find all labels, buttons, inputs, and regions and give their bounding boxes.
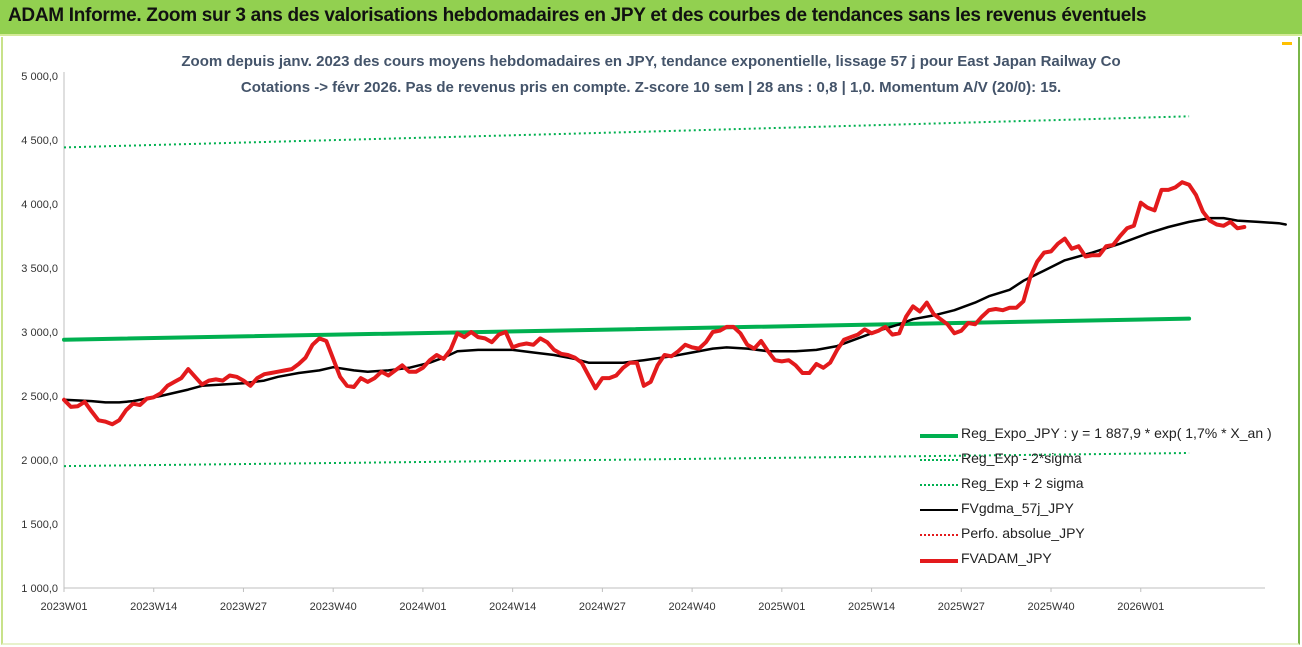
legend-label: Reg_Exp + 2 sigma bbox=[961, 475, 1084, 491]
x-tick-label: 2025W40 bbox=[1027, 601, 1074, 613]
legend-label: FVgdma_57j_JPY bbox=[961, 500, 1074, 516]
legend-item: Perfo. absolue_JPY bbox=[918, 524, 1278, 549]
series-line-reg-exp-2-sigma bbox=[63, 115, 1190, 149]
x-tick-label: 2024W01 bbox=[399, 601, 446, 613]
y-tick-label: 2 000,0 bbox=[21, 455, 58, 467]
y-tick-label: 1 000,0 bbox=[21, 583, 58, 595]
legend-item: Reg_Expo_JPY : y = 1 887,9 * exp( 1,7% *… bbox=[918, 424, 1278, 449]
chart-subtitle-line1: Zoom depuis janv. 2023 des cours moyens … bbox=[181, 53, 1121, 70]
y-tick-label: 3 500,0 bbox=[21, 263, 58, 275]
report-banner: ADAM Informe. Zoom sur 3 ans des valoris… bbox=[0, 0, 1302, 36]
x-tick-label: 2025W14 bbox=[848, 601, 895, 613]
series-line-reg-exp-2-sigma bbox=[63, 452, 1190, 468]
x-tick-label: 2024W40 bbox=[669, 601, 716, 613]
x-tick-label: 2023W14 bbox=[130, 601, 177, 613]
x-tick-label: 2023W27 bbox=[220, 601, 267, 613]
x-tick-label: 2023W40 bbox=[310, 601, 357, 613]
legend-swatch bbox=[920, 484, 958, 486]
legend-label: Reg_Exp - 2*sigma bbox=[961, 450, 1082, 466]
legend-item: FVADAM_JPY bbox=[918, 549, 1278, 574]
y-tick-label: 4 500,0 bbox=[21, 135, 58, 147]
legend-swatch bbox=[920, 559, 958, 563]
x-tick-label: 2025W01 bbox=[758, 601, 805, 613]
legend-label: Reg_Expo_JPY : y = 1 887,9 * exp( 1,7% *… bbox=[961, 425, 1272, 441]
series-line-fvadam-jpy bbox=[62, 180, 1247, 427]
y-tick-label: 4 000,0 bbox=[21, 199, 58, 211]
series-line-fvgdma-57j-jpy bbox=[62, 216, 1287, 404]
legend-item: Reg_Exp - 2*sigma bbox=[918, 449, 1278, 474]
y-tick-label: 5 000,0 bbox=[21, 71, 58, 83]
legend-item: FVgdma_57j_JPY bbox=[918, 499, 1278, 524]
legend-swatch bbox=[920, 434, 958, 438]
x-tick-label: 2023W01 bbox=[40, 601, 87, 613]
corner-marker bbox=[1282, 42, 1292, 45]
chart-legend: Reg_Expo_JPY : y = 1 887,9 * exp( 1,7% *… bbox=[918, 424, 1278, 574]
legend-swatch bbox=[920, 534, 958, 536]
x-tick-label: 2025W27 bbox=[938, 601, 985, 613]
x-tick-label: 2026W01 bbox=[1117, 601, 1164, 613]
y-tick-label: 1 500,0 bbox=[21, 519, 58, 531]
report-title: ADAM Informe. Zoom sur 3 ans des valoris… bbox=[8, 5, 1147, 26]
x-tick-label: 2024W14 bbox=[489, 601, 536, 613]
legend-label: Perfo. absolue_JPY bbox=[961, 525, 1085, 541]
legend-item: Reg_Exp + 2 sigma bbox=[918, 474, 1278, 499]
chart-frame bbox=[1, 37, 1300, 645]
x-tick-label: 2024W27 bbox=[579, 601, 626, 613]
legend-swatch bbox=[920, 459, 958, 461]
y-tick-label: 2 500,0 bbox=[21, 391, 58, 403]
series-line-reg-expo-jpy-y-1-887-9-exp-1-7 bbox=[62, 316, 1192, 342]
legend-swatch bbox=[920, 509, 958, 511]
legend-label: FVADAM_JPY bbox=[961, 550, 1052, 566]
y-tick-label: 3 000,0 bbox=[21, 327, 58, 339]
chart-subtitle-line2: Cotations -> févr 2026. Pas de revenus p… bbox=[240, 79, 1062, 96]
